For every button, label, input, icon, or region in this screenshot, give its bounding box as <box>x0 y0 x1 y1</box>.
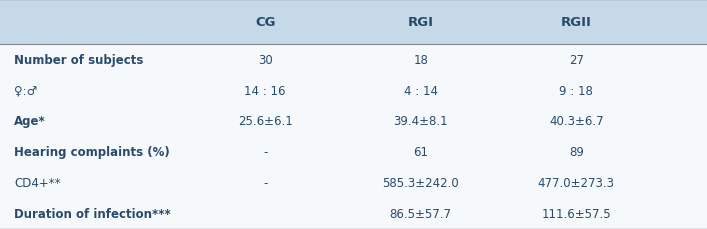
Text: 111.6±57.5: 111.6±57.5 <box>542 207 611 220</box>
Text: Number of subjects: Number of subjects <box>14 54 144 66</box>
Text: 9 : 18: 9 : 18 <box>559 84 593 97</box>
Text: 585.3±242.0: 585.3±242.0 <box>382 176 459 189</box>
Text: 61: 61 <box>413 146 428 159</box>
Text: 25.6±6.1: 25.6±6.1 <box>238 115 293 128</box>
Text: -: - <box>263 176 267 189</box>
Text: 14 : 16: 14 : 16 <box>245 84 286 97</box>
Text: 18: 18 <box>413 54 428 66</box>
Text: 89: 89 <box>568 146 584 159</box>
Text: 27: 27 <box>568 54 584 66</box>
Text: 40.3±6.7: 40.3±6.7 <box>549 115 604 128</box>
Text: -: - <box>263 146 267 159</box>
Bar <box>0 0 707 45</box>
Text: RGI: RGI <box>408 16 433 29</box>
Text: 477.0±273.3: 477.0±273.3 <box>538 176 614 189</box>
Text: 30: 30 <box>258 54 272 66</box>
Text: CG: CG <box>255 16 275 29</box>
Text: Hearing complaints (%): Hearing complaints (%) <box>14 146 170 159</box>
Text: ♀:♂: ♀:♂ <box>14 84 37 97</box>
Text: 86.5±57.7: 86.5±57.7 <box>390 207 452 220</box>
Text: RGII: RGII <box>561 16 592 29</box>
Text: CD4+**: CD4+** <box>14 176 61 189</box>
Text: 39.4±8.1: 39.4±8.1 <box>393 115 448 128</box>
Text: Age*: Age* <box>14 115 46 128</box>
Bar <box>0 45 707 229</box>
Text: 4 : 14: 4 : 14 <box>404 84 438 97</box>
Text: Duration of infection***: Duration of infection*** <box>14 207 171 220</box>
